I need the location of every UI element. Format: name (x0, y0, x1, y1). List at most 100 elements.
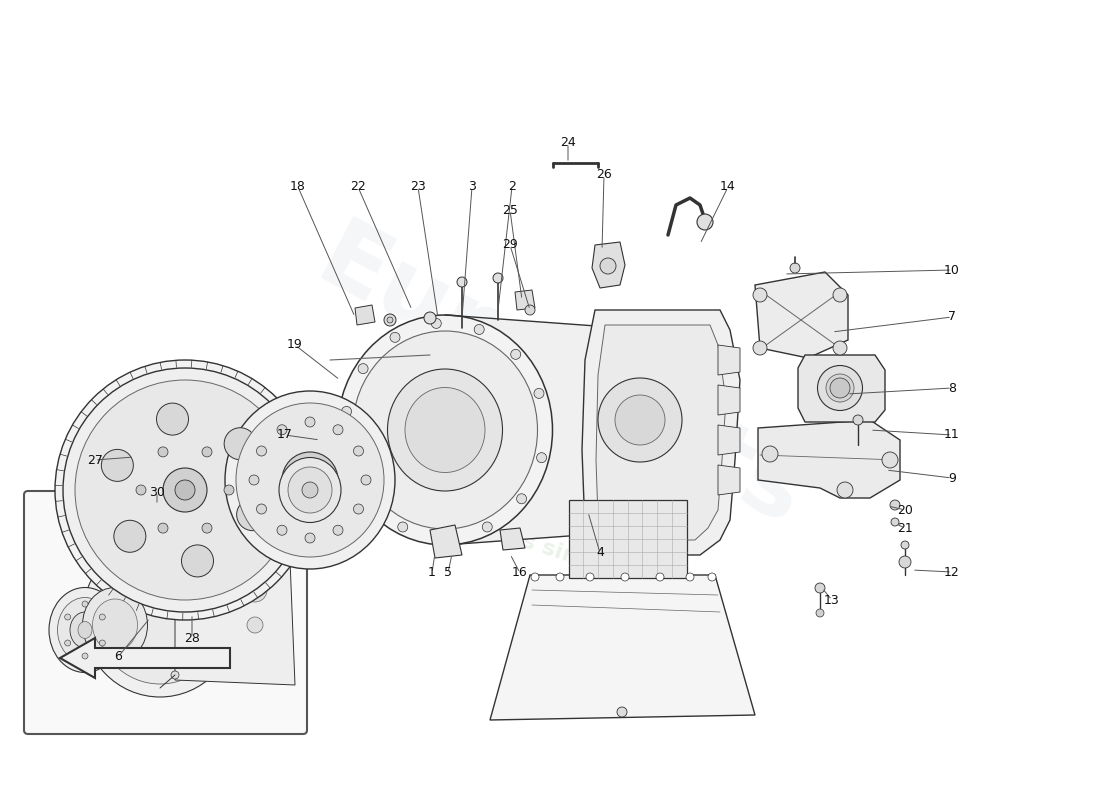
Polygon shape (755, 272, 848, 358)
Polygon shape (592, 242, 625, 288)
Polygon shape (596, 325, 726, 540)
Polygon shape (798, 355, 886, 422)
Circle shape (440, 532, 450, 542)
Circle shape (656, 573, 664, 581)
Circle shape (387, 317, 393, 323)
Ellipse shape (82, 587, 147, 662)
Circle shape (256, 446, 266, 456)
Circle shape (852, 415, 864, 425)
Text: 2: 2 (508, 181, 516, 194)
Polygon shape (718, 465, 740, 495)
Circle shape (99, 640, 106, 646)
Text: 17: 17 (277, 429, 293, 442)
Circle shape (600, 258, 616, 274)
Circle shape (525, 305, 535, 315)
Circle shape (384, 314, 396, 326)
Text: 25: 25 (502, 203, 518, 217)
Circle shape (815, 583, 825, 593)
Circle shape (82, 601, 88, 607)
Circle shape (398, 522, 408, 532)
Text: 11: 11 (944, 429, 960, 442)
Polygon shape (446, 315, 720, 545)
Circle shape (75, 380, 295, 600)
Polygon shape (718, 425, 740, 455)
Circle shape (333, 526, 343, 535)
Circle shape (833, 288, 847, 302)
Polygon shape (430, 525, 462, 558)
Text: 22: 22 (350, 181, 366, 194)
Text: 5: 5 (444, 566, 452, 579)
Ellipse shape (82, 537, 238, 697)
Ellipse shape (92, 599, 138, 651)
Text: 10: 10 (944, 263, 960, 277)
Circle shape (156, 403, 188, 435)
Text: 13: 13 (824, 594, 840, 606)
Polygon shape (60, 638, 230, 678)
Circle shape (99, 614, 106, 620)
Circle shape (708, 573, 716, 581)
Text: 14: 14 (720, 181, 736, 194)
Circle shape (305, 533, 315, 543)
Circle shape (686, 573, 694, 581)
Circle shape (136, 485, 146, 495)
Text: 9: 9 (948, 471, 956, 485)
Circle shape (277, 425, 287, 434)
Circle shape (341, 406, 352, 417)
Circle shape (333, 425, 343, 434)
Text: 20: 20 (898, 503, 913, 517)
Text: 7: 7 (948, 310, 956, 323)
Text: 21: 21 (898, 522, 913, 534)
Text: 1: 1 (428, 566, 436, 579)
Circle shape (474, 325, 484, 334)
Circle shape (621, 573, 629, 581)
Circle shape (158, 523, 168, 533)
Circle shape (202, 523, 212, 533)
Ellipse shape (338, 315, 552, 545)
Circle shape (754, 341, 767, 355)
Circle shape (890, 500, 900, 510)
Circle shape (182, 545, 213, 577)
Circle shape (224, 428, 256, 460)
Text: 27: 27 (87, 454, 103, 466)
Circle shape (754, 288, 767, 302)
Ellipse shape (405, 387, 485, 473)
Ellipse shape (826, 374, 854, 402)
Ellipse shape (279, 458, 341, 522)
Ellipse shape (78, 622, 92, 638)
Text: 29: 29 (502, 238, 518, 251)
Text: 30: 30 (150, 486, 165, 498)
Circle shape (277, 526, 287, 535)
Text: 23: 23 (410, 181, 426, 194)
Circle shape (899, 556, 911, 568)
Circle shape (55, 360, 315, 620)
Text: 8: 8 (948, 382, 956, 394)
Circle shape (282, 452, 338, 508)
Circle shape (830, 378, 850, 398)
Polygon shape (718, 385, 740, 415)
Text: 16: 16 (513, 566, 528, 579)
Ellipse shape (226, 391, 395, 569)
Circle shape (305, 417, 315, 427)
Text: 4: 4 (596, 546, 604, 559)
Polygon shape (758, 420, 900, 498)
Circle shape (82, 653, 88, 659)
Circle shape (901, 541, 909, 549)
Text: EuroParts: EuroParts (301, 213, 818, 547)
Circle shape (236, 498, 268, 530)
Circle shape (363, 494, 373, 504)
Circle shape (617, 707, 627, 717)
Text: 24: 24 (560, 137, 576, 150)
Circle shape (816, 609, 824, 617)
Circle shape (243, 578, 267, 602)
Circle shape (424, 312, 436, 324)
Circle shape (101, 450, 133, 482)
Circle shape (891, 518, 899, 526)
Circle shape (353, 446, 363, 456)
Text: 28: 28 (184, 631, 200, 645)
Text: 3: 3 (469, 181, 476, 194)
Ellipse shape (387, 369, 503, 491)
Circle shape (534, 389, 544, 398)
Circle shape (510, 350, 520, 359)
FancyBboxPatch shape (24, 491, 307, 734)
Circle shape (113, 520, 146, 552)
